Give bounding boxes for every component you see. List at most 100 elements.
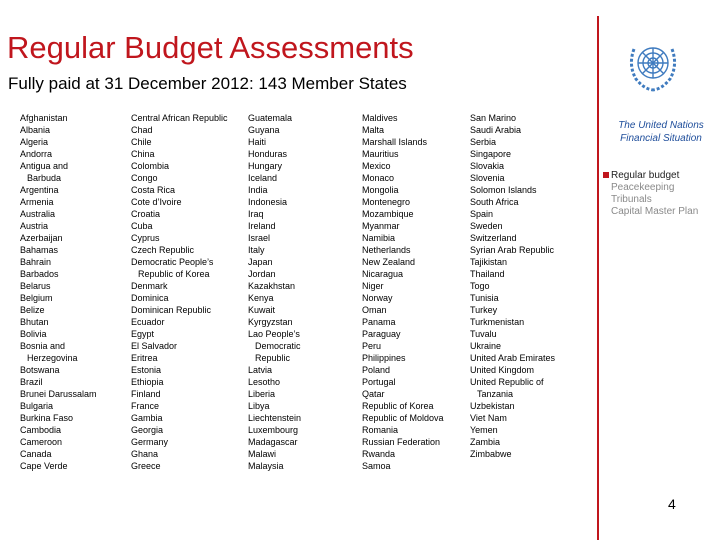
- member-state: Barbados: [20, 269, 59, 279]
- member-state: Herzegovina: [27, 353, 78, 363]
- member-state: Cyprus: [131, 233, 160, 243]
- member-state: Mongolia: [362, 185, 399, 195]
- member-state: Liberia: [248, 389, 276, 399]
- member-state: Oman: [362, 305, 387, 315]
- member-state: Brunei Darussalam: [20, 389, 97, 399]
- member-state: Norway: [362, 293, 393, 303]
- member-state: Viet Nam: [470, 413, 507, 423]
- member-state: Bahamas: [20, 245, 59, 255]
- member-state: Malta: [362, 125, 385, 135]
- member-state: Monaco: [362, 173, 395, 183]
- member-state: Lao People’s: [248, 329, 300, 339]
- member-state: Kazakhstan: [248, 281, 296, 291]
- member-state: South Africa: [470, 197, 519, 207]
- member-state: Tuvalu: [470, 329, 497, 339]
- member-state: Canada: [20, 449, 52, 459]
- member-state: Kuwait: [248, 305, 276, 315]
- member-state: Argentina: [20, 185, 59, 195]
- member-state: United Kingdom: [470, 365, 535, 375]
- title: Regular Budget Assessments: [7, 30, 414, 65]
- member-state: Libya: [248, 401, 270, 411]
- member-state: Bahrain: [20, 257, 52, 267]
- member-state: Democratic People’s: [131, 257, 214, 267]
- member-state: Czech Republic: [131, 245, 195, 255]
- member-state: Netherlands: [362, 245, 411, 255]
- member-state: Maldives: [362, 113, 398, 123]
- member-column: Maldives Malta Marshall Islands Mauritius Me…: [362, 112, 444, 472]
- member-state: Kenya: [248, 293, 274, 303]
- member-state: Belgium: [20, 293, 53, 303]
- member-state: Namibia: [362, 233, 396, 243]
- member-state: Ghana: [131, 449, 159, 459]
- menu-item[interactable]: Tribunals: [611, 194, 652, 205]
- member-state: Japan: [248, 257, 273, 267]
- member-state: Qatar: [362, 389, 385, 399]
- member-state: Bolivia: [20, 329, 47, 339]
- member-state: Burkina Faso: [20, 413, 74, 423]
- member-state: Eritrea: [131, 353, 158, 363]
- member-column: Guatemala Guyana Haiti Honduras Hungary Icela…: [248, 112, 301, 472]
- member-state: Chad: [131, 125, 153, 135]
- member-state: Belize: [20, 305, 45, 315]
- member-state: Australia: [20, 209, 56, 219]
- member-state: Mozambique: [362, 209, 414, 219]
- member-state: Afghanistan: [20, 113, 68, 123]
- menu-item[interactable]: Regular budget: [603, 170, 698, 182]
- member-state: Paraguay: [362, 329, 401, 339]
- menu-item[interactable]: Peacekeeping: [611, 182, 675, 193]
- member-state: Spain: [470, 209, 494, 219]
- member-state: Zambia: [470, 437, 501, 447]
- member-state: Switzerland: [470, 233, 517, 243]
- member-state: Cambodia: [20, 425, 62, 435]
- member-state: Singapore: [470, 149, 512, 159]
- member-state: Iceland: [248, 173, 278, 183]
- member-state: Romania: [362, 425, 399, 435]
- member-state: Rwanda: [362, 449, 396, 459]
- member-state: Turkey: [470, 305, 498, 315]
- member-state: Andorra: [20, 149, 53, 159]
- member-state: Malaysia: [248, 461, 284, 471]
- member-state: Mexico: [362, 161, 391, 171]
- member-state: Denmark: [131, 281, 168, 291]
- member-state: Israel: [248, 233, 271, 243]
- member-state: Costa Rica: [131, 185, 176, 195]
- member-column: Central African Republic Chad Chile China Co…: [131, 112, 228, 472]
- member-state: Botswana: [20, 365, 60, 375]
- member-state: Yemen: [470, 425, 498, 435]
- sidebar-heading: The United Nations Financial Situation: [602, 119, 720, 145]
- heading-line: The United Nations: [618, 120, 704, 131]
- member-state: Serbia: [470, 137, 497, 147]
- member-state: Philippines: [362, 353, 406, 363]
- heading-line: Financial Situation: [620, 133, 702, 144]
- member-state: Jordan: [248, 269, 276, 279]
- subtitle: Fully paid at 31 December 2012: 143 Memb…: [8, 74, 407, 93]
- member-state: Republic: [255, 353, 291, 363]
- member-state: Malawi: [248, 449, 277, 459]
- member-state: Central African Republic: [131, 113, 228, 123]
- member-state: Italy: [248, 245, 265, 255]
- member-state: Azerbaijan: [20, 233, 63, 243]
- member-state: Panama: [362, 317, 396, 327]
- member-state: Republic of Korea: [362, 401, 434, 411]
- member-state: Samoa: [362, 461, 391, 471]
- member-state: Albania: [20, 125, 51, 135]
- member-state: New Zealand: [362, 257, 416, 267]
- member-state: Slovakia: [470, 161, 505, 171]
- member-state: Solomon Islands: [470, 185, 537, 195]
- member-state: Thailand: [470, 269, 505, 279]
- member-state: Montenegro: [362, 197, 411, 207]
- member-state: Croatia: [131, 209, 161, 219]
- member-state: Liechtenstein: [248, 413, 302, 423]
- member-state: Antigua and: [20, 161, 69, 171]
- member-state: Georgia: [131, 425, 164, 435]
- member-state: Slovenia: [470, 173, 505, 183]
- menu-item[interactable]: Capital Master Plan: [611, 206, 699, 217]
- member-state: India: [248, 185, 268, 195]
- member-state: Madagascar: [248, 437, 298, 447]
- member-state: Belarus: [20, 281, 51, 291]
- member-state: Saudi Arabia: [470, 125, 522, 135]
- member-state: France: [131, 401, 160, 411]
- member-state: Bhutan: [20, 317, 49, 327]
- member-state: Democratic: [255, 341, 301, 351]
